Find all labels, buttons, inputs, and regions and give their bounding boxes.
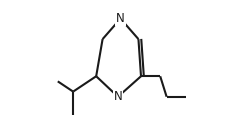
Text: N: N — [114, 90, 122, 103]
Text: N: N — [116, 12, 125, 25]
